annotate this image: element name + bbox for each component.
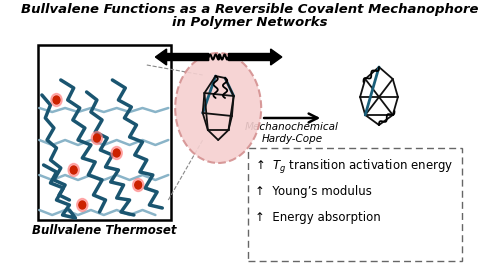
Circle shape — [114, 149, 120, 157]
Text: Bullvalene Thermoset: Bullvalene Thermoset — [32, 224, 176, 237]
Text: ↑  Young’s modulus: ↑ Young’s modulus — [255, 186, 372, 198]
Circle shape — [68, 163, 80, 176]
Text: ↑  Energy absorption: ↑ Energy absorption — [255, 210, 381, 223]
FancyArrow shape — [156, 49, 208, 65]
Circle shape — [94, 134, 100, 142]
Circle shape — [92, 132, 102, 144]
Text: Mechanochemical
Hardy-Cope: Mechanochemical Hardy-Cope — [245, 122, 339, 144]
Ellipse shape — [175, 53, 261, 163]
Circle shape — [111, 147, 122, 159]
FancyArrow shape — [228, 49, 282, 65]
Circle shape — [132, 179, 144, 191]
Circle shape — [53, 96, 60, 104]
Circle shape — [135, 181, 141, 189]
Bar — [38, 45, 171, 220]
Circle shape — [76, 198, 88, 211]
Circle shape — [79, 201, 86, 209]
Text: in Polymer Networks: in Polymer Networks — [172, 16, 328, 29]
Text: ↑  $T_g$ transition activation energy: ↑ $T_g$ transition activation energy — [255, 158, 454, 176]
Circle shape — [51, 93, 62, 107]
Text: Bullvalene Functions as a Reversible Covalent Mechanophore: Bullvalene Functions as a Reversible Cov… — [22, 3, 479, 16]
Circle shape — [70, 166, 77, 174]
Bar — [248, 148, 462, 261]
